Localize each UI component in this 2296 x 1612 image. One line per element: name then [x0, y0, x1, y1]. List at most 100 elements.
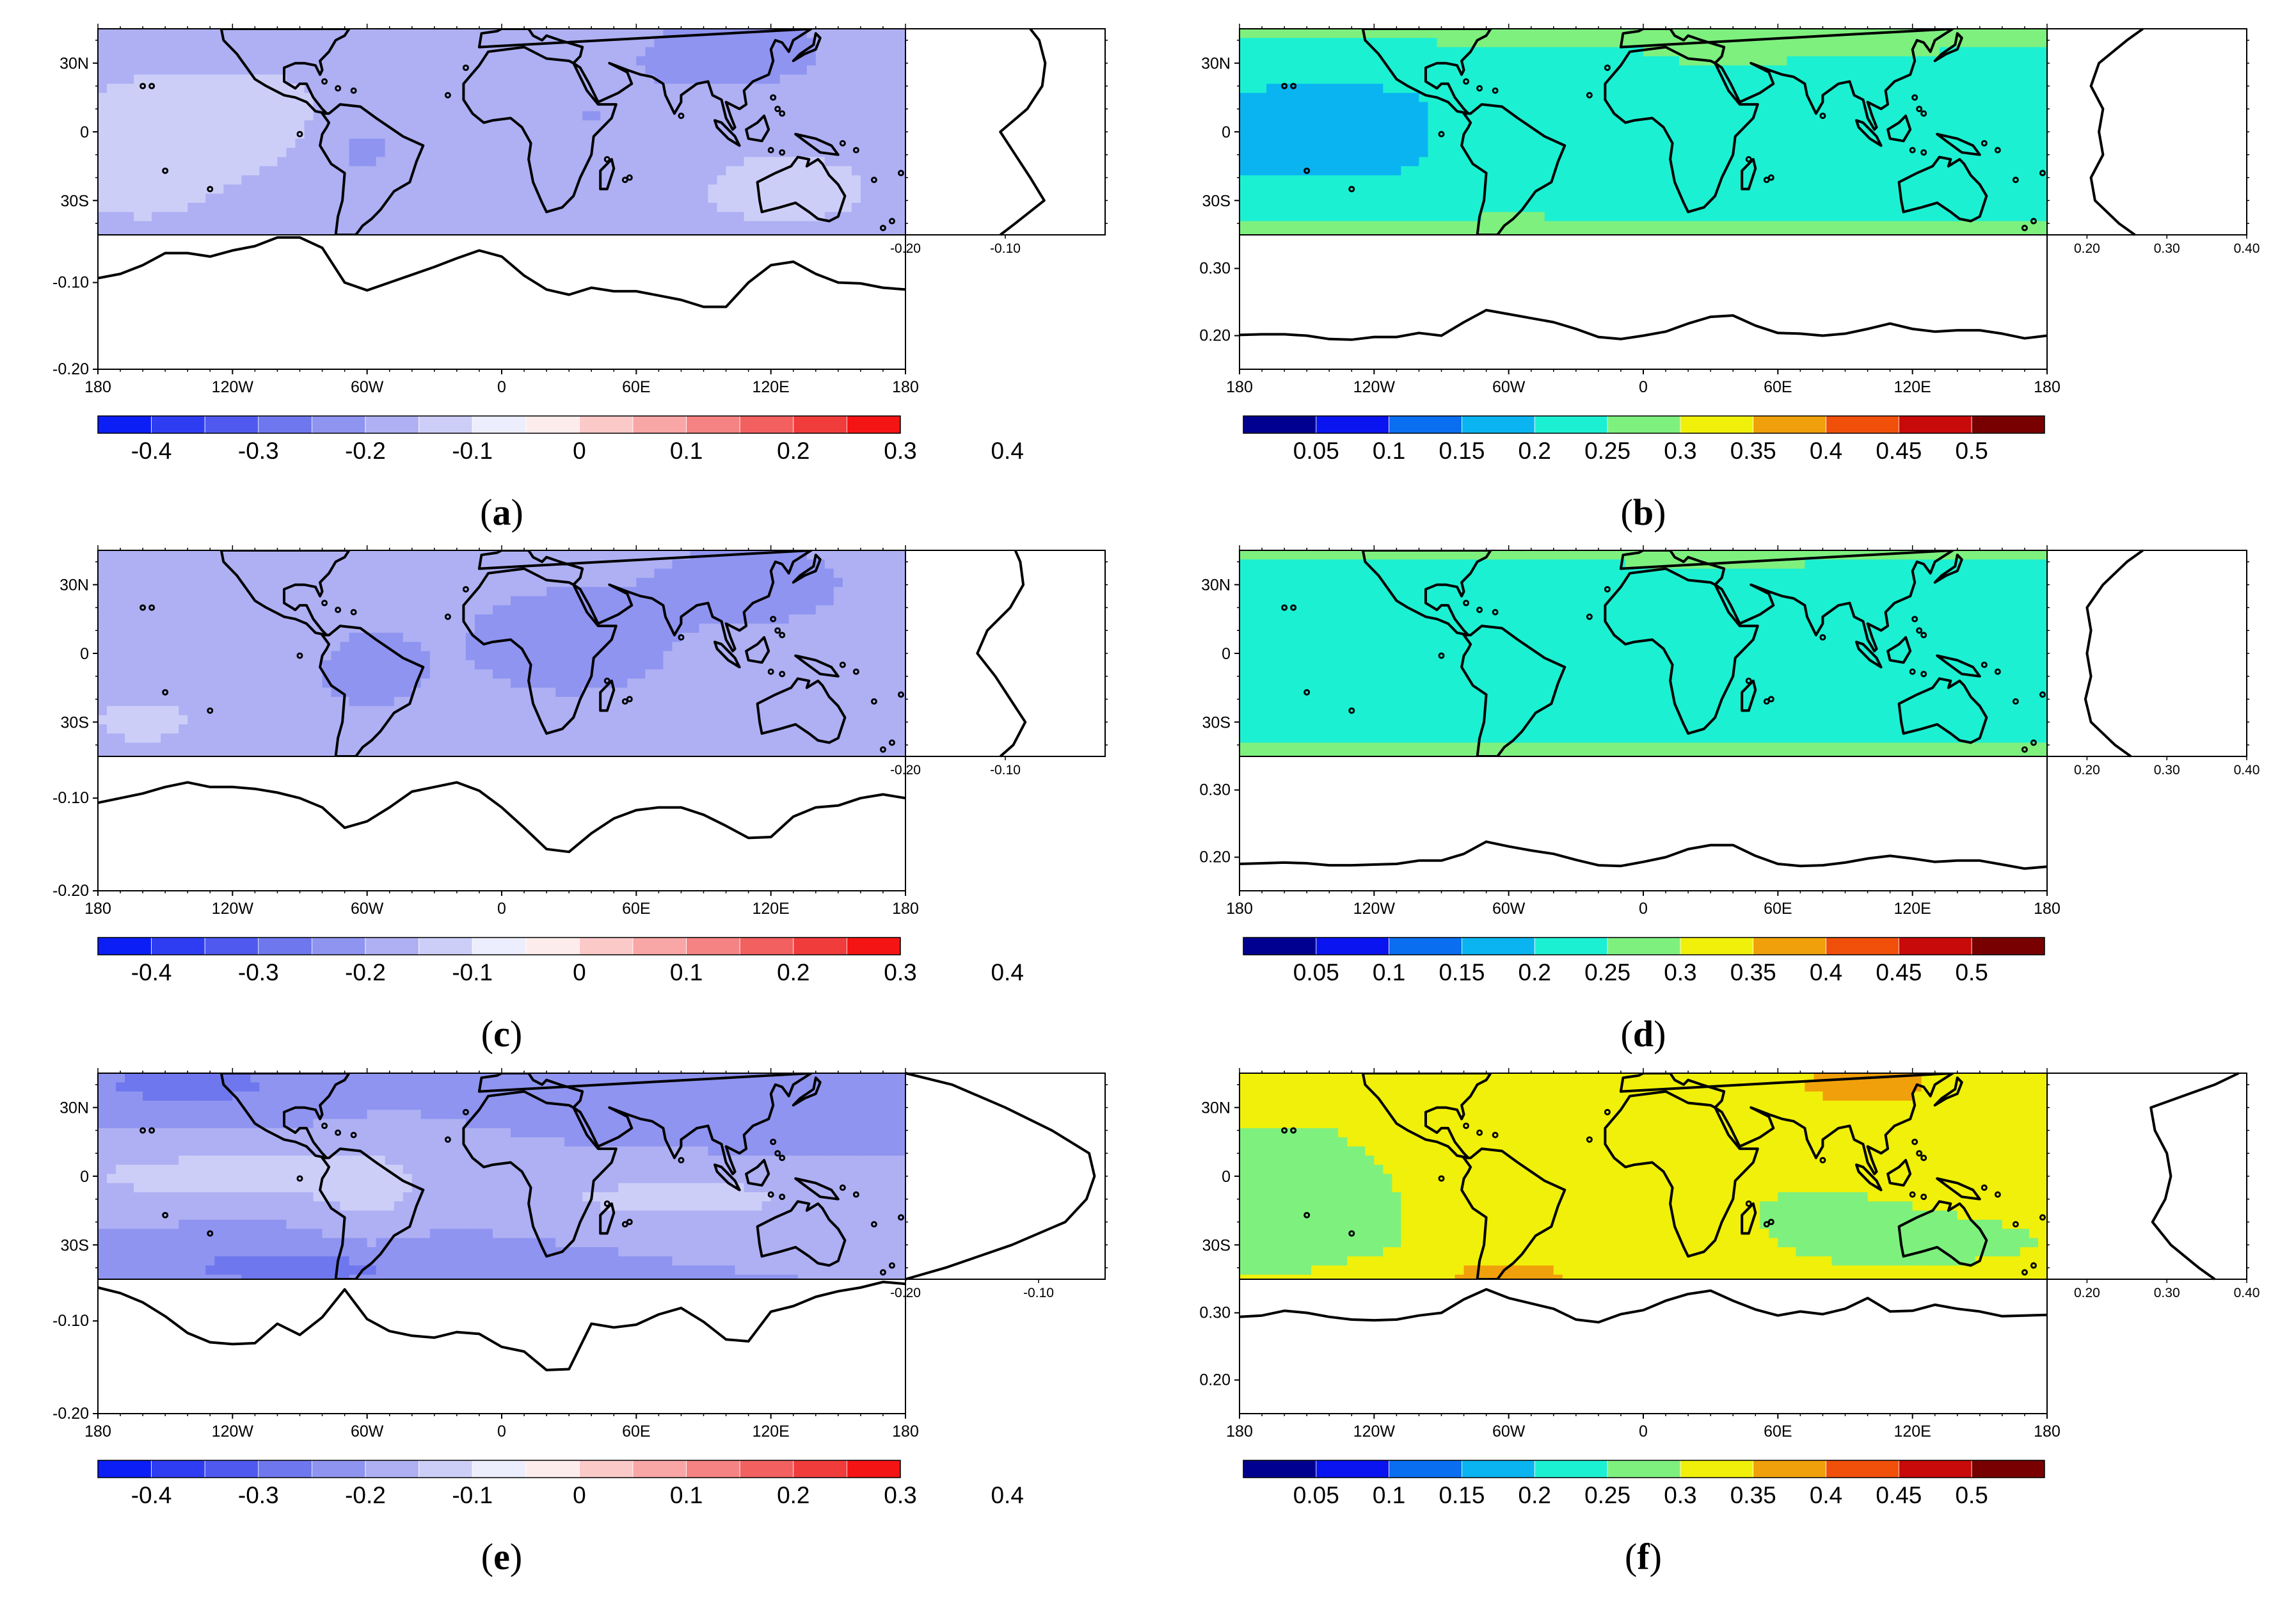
map-cell: [250, 212, 260, 222]
map-cell: [672, 166, 682, 176]
map-cell: [125, 138, 134, 148]
map-cell: [1858, 175, 1869, 185]
map-cell: [1831, 74, 1842, 84]
map-cell: [358, 175, 368, 185]
map-cell: [2011, 230, 2021, 235]
map-cell: [851, 56, 861, 66]
map-cell: [546, 111, 556, 121]
map-cell: [152, 751, 161, 756]
map-cell: [447, 138, 458, 148]
map-cell: [196, 120, 206, 131]
map-cell: [1535, 138, 1545, 148]
map-cell: [1688, 175, 1698, 185]
map-cell: [420, 102, 431, 112]
map-cell: [250, 157, 260, 167]
map-cell: [699, 193, 709, 203]
map-cell: [295, 193, 305, 203]
map-cell: [1760, 212, 1769, 222]
map-cell: [1338, 93, 1348, 103]
map-cell: [1796, 56, 1805, 66]
map-cell: [1544, 193, 1554, 203]
map-cell: [367, 29, 377, 38]
map-cell: [331, 47, 341, 57]
map-cell: [196, 559, 206, 570]
map-cell: [107, 47, 116, 57]
map-cell: [1688, 184, 1698, 195]
map-cell: [573, 111, 583, 121]
map-cell: [1760, 230, 1769, 235]
map-cell: [627, 230, 637, 235]
map-cell: [1822, 212, 1833, 222]
map-cell: [1598, 166, 1608, 176]
island: [774, 106, 781, 113]
map-cell: [250, 577, 260, 587]
map-cell: [152, 175, 161, 185]
map-cell: [1553, 38, 1563, 48]
map-cell: [1589, 157, 1599, 167]
map-cell: [1616, 202, 1626, 212]
map-cell: [1787, 65, 1796, 76]
map-cell: [1957, 102, 1967, 112]
map-cell: [690, 230, 700, 235]
coastline-greenland-tip: [378, 29, 380, 30]
map-cell: [851, 65, 861, 76]
map-cell: [170, 193, 179, 203]
map-cell: [143, 120, 152, 131]
map-cell: [1302, 212, 1312, 222]
map-cell: [1490, 175, 1501, 185]
lon-tick-label: 120W: [212, 378, 254, 396]
map-cell: [1778, 148, 1787, 157]
map-cell: [214, 83, 224, 93]
map-cell: [143, 47, 152, 57]
map-cell: [385, 74, 395, 84]
map-cell: [1769, 212, 1778, 222]
map-cell: [520, 202, 529, 212]
map-cell: [1733, 29, 1742, 38]
map-cell: [205, 212, 215, 222]
map-cell: [205, 596, 215, 606]
map-cell: [2037, 29, 2047, 38]
map-cell: [1266, 184, 1276, 195]
map-cell: [1589, 74, 1599, 84]
map-cell: [1240, 29, 1249, 38]
map-cell: [385, 221, 395, 231]
map-cell: [591, 74, 601, 84]
map-cell: [1822, 102, 1833, 112]
map-cell: [1428, 157, 1438, 167]
map-cell: [1481, 38, 1492, 48]
map-cell: [116, 120, 125, 131]
map-cell: [1930, 184, 1940, 195]
map-cell: [582, 120, 592, 131]
map-cell: [125, 742, 134, 753]
map-cell: [340, 65, 350, 76]
map-cell: [125, 696, 134, 706]
map-cell: [259, 74, 269, 84]
map-cell: [125, 74, 134, 84]
map-cell: [250, 202, 260, 212]
map-cell: [1365, 202, 1375, 212]
map-cell: [1697, 83, 1707, 93]
map-cell: [824, 120, 834, 131]
map-cell: [1849, 65, 1860, 76]
map-cell: [564, 120, 574, 131]
map-cell: [1589, 47, 1599, 57]
map-cell: [1715, 148, 1725, 157]
map-cell: [1293, 120, 1303, 131]
map-cell: [744, 202, 754, 212]
map-cell: [1535, 212, 1545, 222]
map-cell: [134, 706, 143, 716]
map-cell: [232, 596, 242, 606]
map-cell: [815, 102, 825, 112]
map-cell: [1240, 102, 1249, 112]
map-cell: [869, 193, 879, 203]
map-cell: [161, 715, 170, 725]
map-cell: [1912, 157, 1922, 167]
map-cell: [1697, 65, 1707, 76]
map-cell: [797, 175, 808, 185]
map-cell: [1715, 193, 1725, 203]
map-cell: [1428, 166, 1438, 176]
map-cell: [349, 202, 359, 212]
map-cell: [842, 148, 852, 157]
map-cell: [295, 65, 305, 76]
map-cell: [385, 93, 395, 103]
